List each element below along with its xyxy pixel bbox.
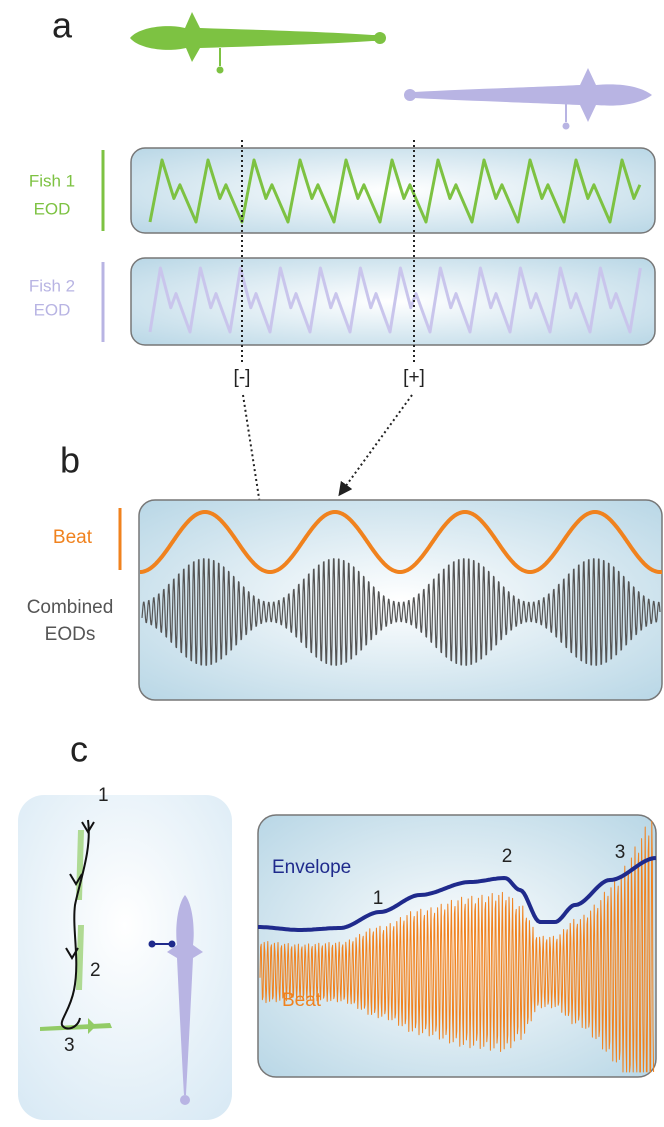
combined-label: Combined [27,597,114,618]
fish-1 [130,12,386,74]
envelope-point: 1 [373,888,384,909]
page: {"panel_a": {"label": "a", "fish1_label"… [0,0,664,1127]
panel-label: b [60,440,80,481]
fish-label: Fish 2 [29,276,75,295]
fish-label: Fish 1 [29,171,75,190]
fish-2 [404,68,652,130]
marker-label: [+] [403,367,425,388]
envelope-point: 2 [502,846,513,867]
fish-label: EOD [34,300,71,319]
fish-label: EOD [34,199,71,218]
path-point: 3 [64,1035,75,1056]
envelope-point: 3 [615,842,626,863]
panel-label: c [70,729,88,770]
combined-label: EODs [45,624,96,645]
arena [18,795,232,1120]
beat-label: Beat [53,527,93,548]
panel-label: a [52,5,73,46]
figure: a Fish 1 EOD Fish 2 EOD [-] [+] b Beat C… [0,0,664,1127]
beat-label: Beat [282,990,322,1011]
path-point: 2 [90,960,101,981]
path-point: 1 [98,785,109,806]
marker-label: [-] [234,367,251,388]
envelope-label: Envelope [272,857,351,878]
